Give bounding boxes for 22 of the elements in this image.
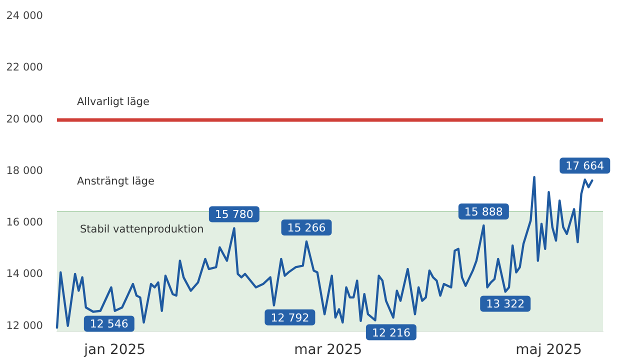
- ref-line-label: Allvarligt läge: [77, 96, 150, 108]
- data-label: 15 888: [464, 205, 503, 218]
- ref-line-label: Ansträngt läge: [77, 175, 154, 188]
- y-tick-label: 16 000: [6, 216, 43, 229]
- data-label: 12 546: [90, 318, 128, 331]
- data-label: 15 266: [287, 222, 326, 235]
- line-series: [56, 176, 594, 329]
- band-label: Stabil vattenproduktion: [80, 223, 204, 236]
- x-tick-label: mar 2025: [294, 342, 362, 358]
- data-label: 12 216: [372, 326, 410, 340]
- y-tick-label: 20 000: [6, 113, 43, 126]
- y-tick-label: 22 000: [6, 62, 43, 74]
- data-label: 17 664: [566, 160, 604, 173]
- data-label: 15 780: [214, 208, 254, 222]
- data-label: 13 322: [486, 298, 525, 311]
- y-tick-label: 18 000: [6, 164, 43, 177]
- y-tick-label: 24 000: [6, 10, 43, 22]
- x-tick-label: maj 2025: [516, 342, 582, 358]
- x-tick-label: jan 2025: [83, 342, 146, 358]
- data-label: 12 792: [270, 311, 310, 324]
- y-tick-label: 14 000: [6, 268, 43, 280]
- y-tick-label: 12 000: [6, 320, 43, 332]
